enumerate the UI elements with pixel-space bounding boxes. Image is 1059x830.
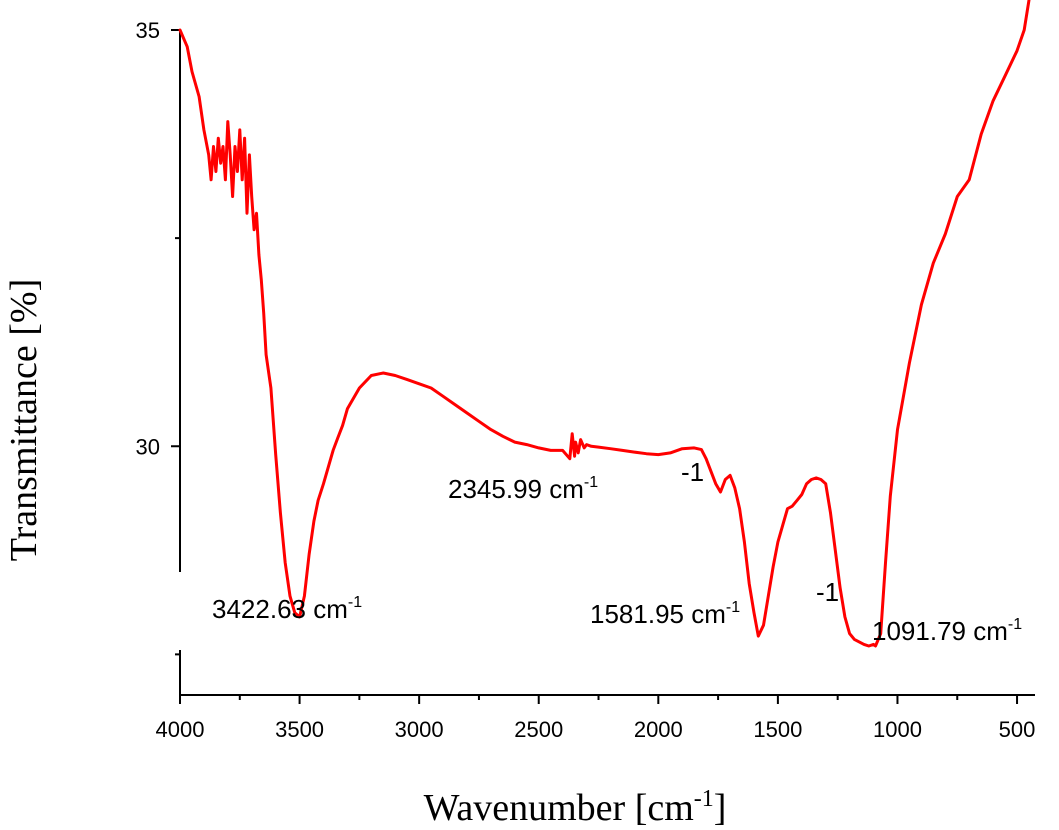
y-axis-title: Transmittance [%] — [3, 279, 45, 561]
x-tick-label: 2500 — [514, 717, 563, 742]
y-tick-label: 30 — [136, 434, 160, 459]
x-tick-label: 4000 — [156, 717, 205, 742]
annotation-fragment-2: -1 — [816, 577, 839, 607]
y-axis-ticks: 30 35 — [136, 18, 180, 656]
annotation-peak-1581: 1581.95 cm-1 — [590, 599, 740, 629]
annotation-peak-3422: 3422.63 cm-1 — [212, 594, 362, 624]
y-tick-label: 35 — [136, 18, 160, 43]
annotation-fragment-1: -1 — [681, 457, 704, 487]
x-tick-label: 3500 — [275, 717, 324, 742]
annotation-peak-2345: 2345.99 cm-1 — [448, 474, 598, 504]
annotation-peak-1091: 1091.79 cm-1 — [872, 616, 1022, 646]
x-tick-label: 1500 — [753, 717, 802, 742]
x-axis-ticks: 4000 3500 3000 2500 2000 1500 1000 500 — [156, 695, 1036, 742]
x-axis-title: Wavenumber [cm-1] — [424, 786, 727, 829]
x-tick-label: 2000 — [634, 717, 683, 742]
x-tick-label: 3000 — [395, 717, 444, 742]
x-tick-label: 500 — [999, 717, 1036, 742]
x-tick-label: 1000 — [873, 717, 922, 742]
series-line — [178, 0, 1031, 648]
